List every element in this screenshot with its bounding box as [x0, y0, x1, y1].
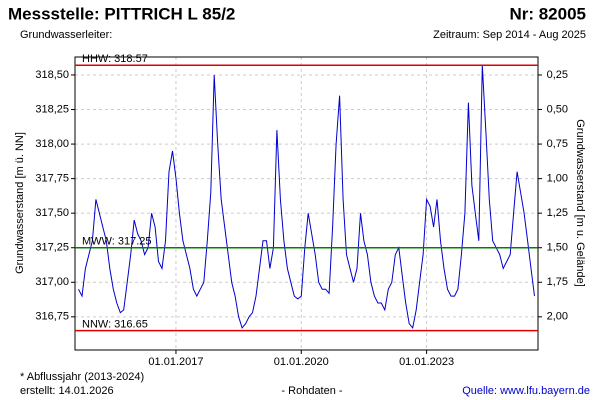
y-tick-label: 318,50 — [35, 69, 69, 81]
source: Quelle: www.lfu.bayern.de — [462, 385, 590, 397]
y-tick-label: 317,50 — [35, 207, 69, 219]
y2-tick-label: 1,00 — [547, 173, 568, 185]
y-tick-label: 318,00 — [35, 138, 69, 150]
subtitle-left: Grundwasserleiter: — [20, 29, 112, 41]
y2-tick-label: 0,25 — [547, 69, 568, 81]
y2-tick-label: 2,00 — [547, 311, 568, 323]
y-tick-label: 318,25 — [35, 103, 69, 115]
data-kind: - Rohdaten - — [281, 385, 342, 397]
y2-tick-label: 1,25 — [547, 207, 568, 219]
x-tick-label: 01.01.2023 — [399, 356, 454, 368]
y2-axis-label: Grundwasserstand [m u. Gelände] — [574, 119, 586, 287]
level-line — [78, 65, 535, 330]
subtitle-right: Zeitraum: Sep 2014 - Aug 2025 — [433, 29, 586, 41]
y-tick-label: 317,75 — [35, 173, 69, 185]
plot-frame — [74, 56, 539, 351]
y-tick-label: 317,00 — [35, 276, 69, 288]
x-tick-label: 01.01.2017 — [148, 356, 203, 368]
reference-label: MWW: 317.25 — [82, 236, 152, 248]
chart-title: Messstelle: PITTRICH L 85/2 — [8, 4, 235, 23]
reference-label: NNW: 316.65 — [82, 319, 148, 331]
y2-tick-label: 1,75 — [547, 276, 568, 288]
y2-tick-label: 0,75 — [547, 138, 568, 150]
y-tick-label: 317,25 — [35, 242, 69, 254]
reference-label: HHW: 318.57 — [82, 53, 148, 65]
y-axis-label: Grundwasserstand [m ü. NN] — [14, 132, 26, 274]
y-tick-label: 316,75 — [35, 311, 69, 323]
station-number: Nr: 82005 — [509, 4, 586, 23]
y2-tick-label: 0,50 — [547, 103, 568, 115]
y2-tick-label: 1,50 — [547, 242, 568, 254]
created: erstellt: 14.01.2026 — [20, 385, 114, 397]
footnote: * Abflussjahr (2013-2024) — [20, 371, 144, 383]
x-tick-label: 01.01.2020 — [274, 356, 329, 368]
